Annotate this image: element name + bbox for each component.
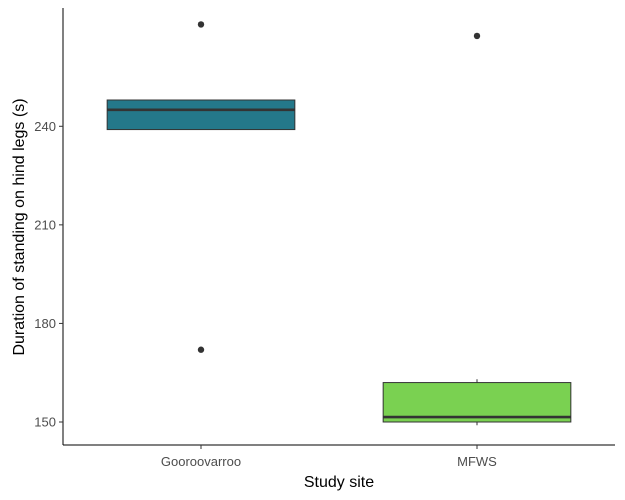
plot-area [106, 21, 572, 426]
y-axis-title: Duration of standing on hind legs (s) [11, 98, 28, 355]
y-axis-ticks: 150 180 210 240 [34, 119, 63, 430]
y-tick-label: 240 [34, 119, 56, 134]
x-tick-label: MFWS [457, 454, 497, 469]
y-tick-label: 180 [34, 316, 56, 331]
outlier-point [197, 346, 205, 353]
box-gooroovarroo [106, 21, 296, 353]
outlier-point [473, 32, 481, 40]
y-tick-label: 150 [34, 415, 56, 430]
box-body [382, 382, 572, 423]
y-tick-label: 210 [34, 217, 56, 232]
outlier-point [197, 21, 205, 28]
x-axis-title: Study site [304, 474, 374, 491]
x-axis-ticks: Gooroovarroo MFWS [161, 445, 497, 469]
box-mfws [382, 32, 572, 426]
x-tick-label: Gooroovarroo [161, 454, 241, 469]
box-body [106, 99, 296, 131]
